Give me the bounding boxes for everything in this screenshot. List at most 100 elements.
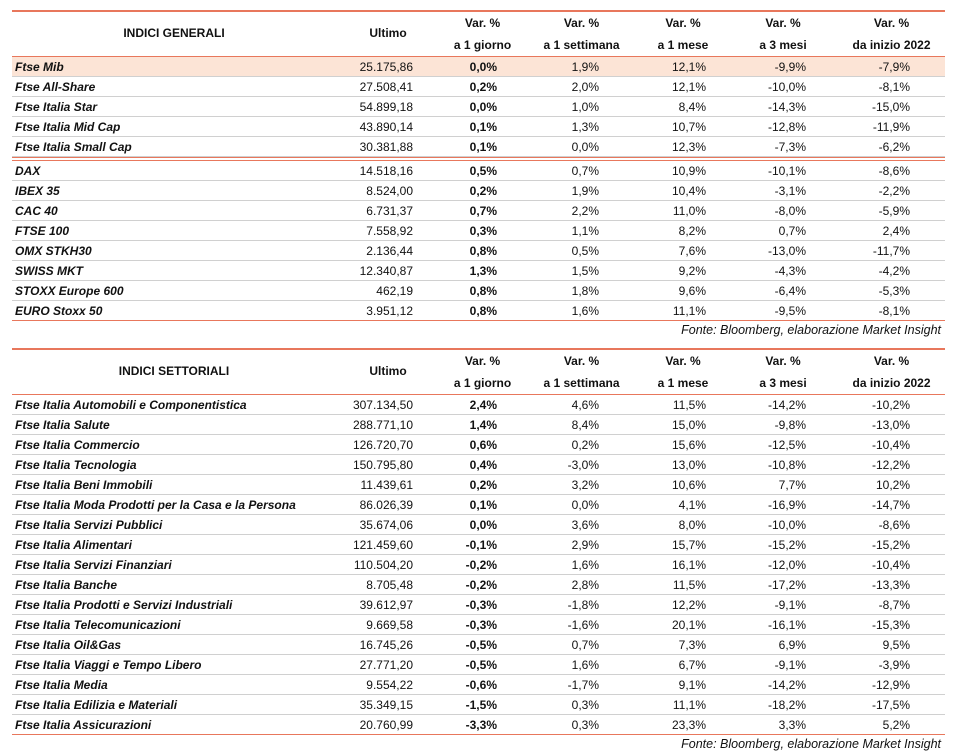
cell-value: 10,4% — [671, 184, 706, 198]
row-border — [12, 136, 945, 137]
row-label: CAC 40 — [15, 204, 58, 218]
cell-value: 3,2% — [571, 478, 599, 492]
row-border — [12, 474, 945, 475]
cell-value: 30.381,88 — [359, 140, 413, 154]
row-label: Ftse Italia Viaggi e Tempo Libero — [15, 658, 202, 672]
row-border — [12, 434, 945, 435]
cell-value: 27.771,20 — [359, 658, 413, 672]
cell-value: 0,0% — [469, 60, 497, 74]
table-top-border — [12, 10, 945, 12]
cell-value: 3,6% — [571, 518, 599, 532]
header-cell: Var. % — [563, 354, 600, 368]
cell-value: 6,9% — [778, 638, 806, 652]
row-label: Ftse Italia Tecnologia — [15, 458, 137, 472]
cell-value: 0,7% — [571, 164, 599, 178]
section-separator — [12, 160, 945, 161]
cell-value: -3,0% — [567, 458, 599, 472]
cell-value: 0,7% — [469, 204, 497, 218]
cell-value: 1,9% — [571, 60, 599, 74]
row-label: Ftse Italia Telecomunicazioni — [15, 618, 181, 632]
row-border — [12, 76, 945, 77]
cell-value: -18,2% — [767, 698, 806, 712]
cell-value: 0,5% — [469, 164, 497, 178]
row-label: OMX STKH30 — [15, 244, 92, 258]
cell-value: 0,7% — [571, 638, 599, 652]
row-label: Ftse All-Share — [15, 80, 96, 94]
row-border — [12, 714, 945, 715]
row-border — [12, 300, 945, 301]
cell-value: -12,2% — [871, 458, 910, 472]
row-label: Ftse Italia Oil&Gas — [15, 638, 122, 652]
cell-value: -9,5% — [774, 304, 806, 318]
cell-value: 8,4% — [571, 418, 599, 432]
cell-value: 11.439,61 — [360, 478, 414, 492]
cell-value: 1,3% — [571, 120, 599, 134]
cell-value: 1,9% — [571, 184, 599, 198]
cell-value: 0,1% — [469, 498, 497, 512]
cell-value: 25.175,86 — [359, 60, 413, 74]
header-cell: a 1 mese — [657, 376, 709, 390]
row-border — [12, 260, 945, 261]
cell-value: -10,2% — [871, 398, 910, 412]
cell-value: -10,1% — [767, 164, 806, 178]
cell-value: -1,5% — [465, 698, 497, 712]
cell-value: -15,0% — [871, 100, 910, 114]
cell-value: 9,5% — [882, 638, 910, 652]
cell-value: 1,6% — [571, 304, 599, 318]
cell-value: 8.705,48 — [366, 578, 413, 592]
cell-value: 0,1% — [469, 140, 497, 154]
cell-value: 0,0% — [571, 498, 599, 512]
cell-value: -6,2% — [878, 140, 910, 154]
cell-value: 0,1% — [469, 120, 497, 134]
cell-value: -0,1% — [465, 538, 497, 552]
row-border — [12, 280, 945, 281]
cell-value: 0,3% — [571, 698, 599, 712]
cell-value: 39.612,97 — [359, 598, 413, 612]
header-cell: Var. % — [765, 354, 801, 368]
cell-value: -16,9% — [767, 498, 806, 512]
cell-value: -15,2% — [767, 538, 806, 552]
header-bottom-border — [12, 394, 945, 395]
header-bottom-border — [12, 56, 945, 57]
cell-value: 4,1% — [678, 498, 706, 512]
cell-value: 2,4% — [882, 224, 910, 238]
header-cell: Var. % — [563, 16, 600, 30]
cell-value: 43.890,14 — [359, 120, 413, 134]
cell-value: 8,2% — [678, 224, 706, 238]
cell-value: 0,2% — [469, 184, 497, 198]
cell-value: 8,0% — [678, 518, 706, 532]
cell-value: 9,2% — [678, 264, 706, 278]
header-cell: Var. % — [464, 16, 501, 30]
header-cell: a 1 settimana — [543, 38, 620, 52]
cell-value: 10,7% — [671, 120, 706, 134]
cell-value: 10,9% — [671, 164, 706, 178]
cell-value: 0,0% — [469, 100, 497, 114]
cell-value: -10,0% — [767, 518, 806, 532]
cell-value: -7,3% — [774, 140, 806, 154]
header-cell: a 1 settimana — [543, 376, 620, 390]
cell-value: 2,8% — [571, 578, 599, 592]
header-cell: da inizio 2022 — [852, 376, 931, 390]
cell-value: 8.524,00 — [366, 184, 413, 198]
cell-value: -11,9% — [872, 120, 910, 134]
cell-value: -0,5% — [465, 638, 497, 652]
row-label: Ftse Italia Beni Immobili — [15, 478, 153, 492]
table-top-border — [12, 348, 945, 350]
cell-value: 12,1% — [671, 60, 706, 74]
cell-value: 0,0% — [571, 140, 599, 154]
cell-value: 15,7% — [671, 538, 706, 552]
cell-value: 3,3% — [778, 718, 806, 732]
header-cell: Var. % — [464, 354, 501, 368]
header-cell: INDICI GENERALI — [123, 26, 225, 40]
row-border — [12, 554, 945, 555]
row-label: Ftse Italia Alimentari — [15, 538, 132, 552]
row-label: Ftse Italia Assicurazioni — [15, 718, 152, 732]
row-border — [12, 240, 945, 241]
cell-value: 0,5% — [571, 244, 599, 258]
cell-value: 35.349,15 — [359, 698, 413, 712]
cell-value: 0,0% — [469, 518, 497, 532]
cell-value: 10,2% — [875, 478, 910, 492]
cell-value: 0,3% — [571, 718, 599, 732]
cell-value: -0,3% — [465, 598, 497, 612]
cell-value: -9,1% — [774, 598, 806, 612]
